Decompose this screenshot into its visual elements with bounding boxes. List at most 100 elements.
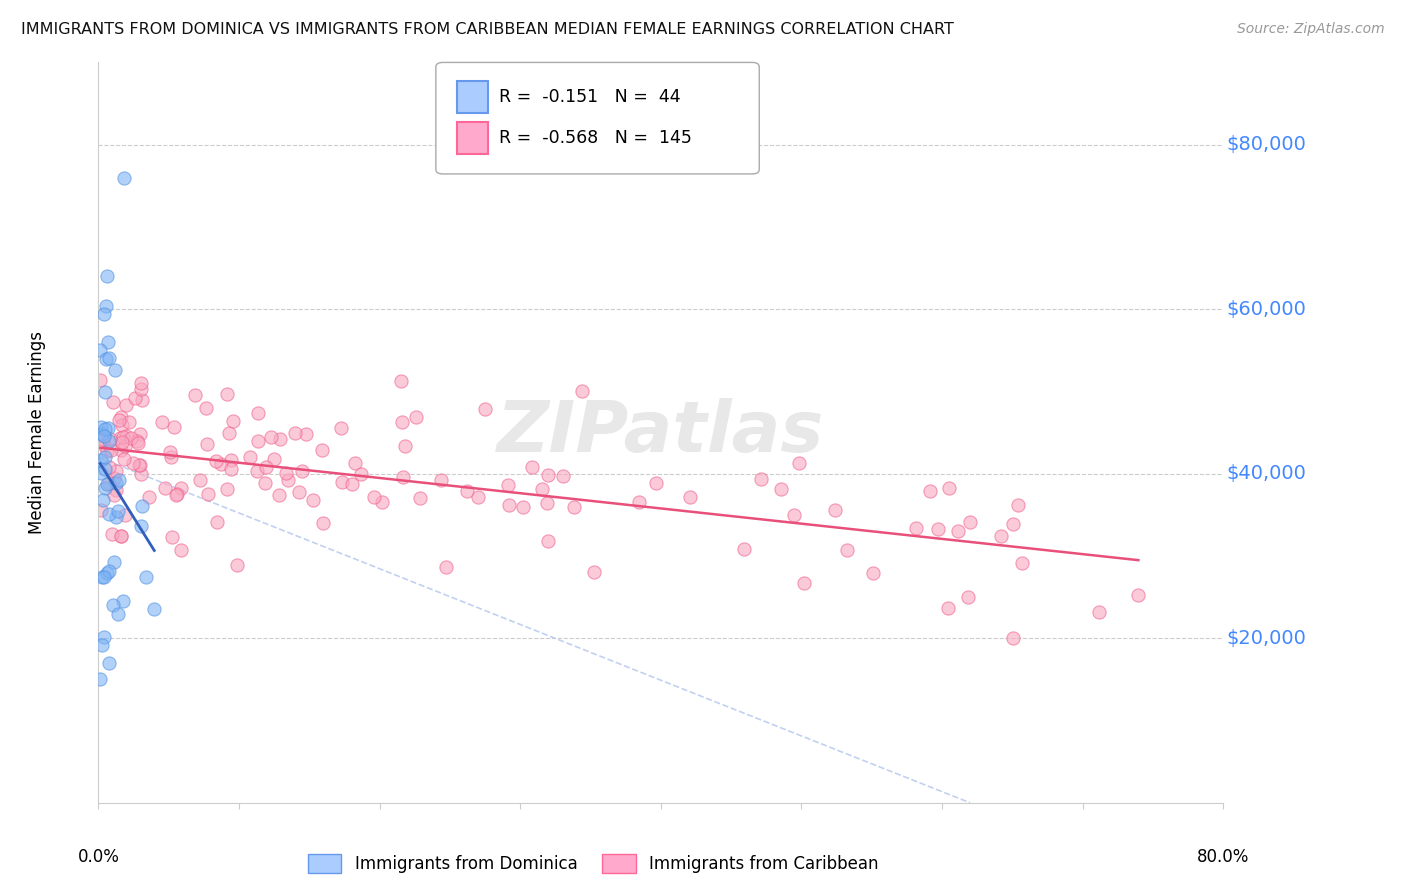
Point [112, 170, 135, 185]
Point [938, 481, 960, 495]
Point [101, 527, 124, 541]
Point [169, 543, 191, 558]
Point [107, 607, 129, 621]
Point [311, 442, 333, 457]
Point [91, 492, 114, 507]
Point [215, 483, 238, 497]
Point [284, 425, 307, 440]
Text: ZIPatlas: ZIPatlas [498, 398, 824, 467]
Text: $80,000: $80,000 [1226, 136, 1306, 154]
Point [93, 569, 115, 583]
Point [312, 516, 335, 530]
Point [94, 461, 117, 475]
Point [1001, 516, 1024, 531]
Point [110, 410, 132, 425]
Point [330, 420, 353, 434]
Point [1128, 588, 1150, 602]
Point [1002, 632, 1025, 646]
Point [104, 510, 127, 524]
Point [246, 464, 269, 478]
Point [583, 566, 606, 580]
Point [537, 467, 560, 482]
Point [536, 496, 558, 510]
Point [537, 533, 560, 548]
Point [342, 476, 364, 491]
Point [343, 457, 366, 471]
Point [239, 450, 262, 464]
Point [291, 464, 314, 478]
Point [1007, 498, 1029, 512]
Point [117, 415, 139, 429]
Point [90, 638, 112, 652]
Text: Median Female Earnings: Median Female Earnings [28, 331, 45, 534]
Point [150, 415, 173, 429]
Point [93, 450, 115, 464]
Point [90, 503, 112, 517]
Point [288, 484, 311, 499]
Point [277, 473, 299, 487]
Point [114, 398, 136, 412]
Point [98, 507, 121, 521]
Point [96, 443, 118, 458]
Point [129, 467, 152, 481]
Point [94, 422, 117, 436]
Point [91, 433, 114, 447]
Point [530, 482, 553, 496]
Point [392, 469, 415, 483]
Text: 80.0%: 80.0% [1197, 848, 1250, 866]
Point [194, 401, 217, 415]
Point [110, 529, 132, 543]
Point [429, 473, 451, 487]
Point [221, 461, 243, 475]
Point [124, 391, 146, 405]
Point [91, 426, 114, 441]
Point [246, 406, 269, 420]
Point [769, 482, 792, 496]
Point [160, 450, 183, 464]
Point [96, 477, 118, 491]
Point [129, 376, 152, 390]
Point [96, 566, 118, 581]
Point [205, 515, 228, 529]
Text: IMMIGRANTS FROM DOMINICA VS IMMIGRANTS FROM CARIBBEAN MEDIAN FEMALE EARNINGS COR: IMMIGRANTS FROM DOMINICA VS IMMIGRANTS F… [21, 22, 953, 37]
Point [467, 490, 489, 504]
Point [97, 475, 120, 490]
Point [125, 434, 148, 449]
Point [215, 387, 238, 401]
Point [330, 475, 353, 489]
Point [498, 498, 520, 512]
Point [350, 467, 373, 481]
Point [571, 384, 593, 399]
Point [96, 269, 118, 284]
Point [1011, 556, 1033, 570]
Point [936, 601, 959, 615]
Point [959, 515, 981, 529]
Legend: Immigrants from Dominica, Immigrants from Caribbean: Immigrants from Dominica, Immigrants fro… [301, 847, 886, 880]
Point [129, 427, 152, 442]
Point [247, 434, 270, 448]
Point [89, 343, 111, 358]
Point [122, 456, 145, 470]
Point [363, 491, 385, 505]
Point [644, 475, 666, 490]
Point [93, 429, 115, 443]
Point [155, 481, 177, 495]
Point [97, 459, 120, 474]
Point [496, 478, 519, 492]
Text: R =  -0.568   N =  145: R = -0.568 N = 145 [499, 129, 692, 147]
Point [824, 502, 846, 516]
Point [104, 363, 127, 377]
Point [103, 395, 125, 409]
Point [89, 373, 111, 387]
Point [749, 472, 772, 486]
Point [259, 430, 281, 444]
Point [94, 481, 117, 495]
Point [93, 429, 115, 443]
Point [520, 459, 543, 474]
Point [97, 565, 120, 579]
Point [98, 351, 121, 366]
Point [1088, 605, 1111, 619]
Point [409, 491, 432, 505]
Point [205, 454, 228, 468]
Point [89, 673, 111, 687]
